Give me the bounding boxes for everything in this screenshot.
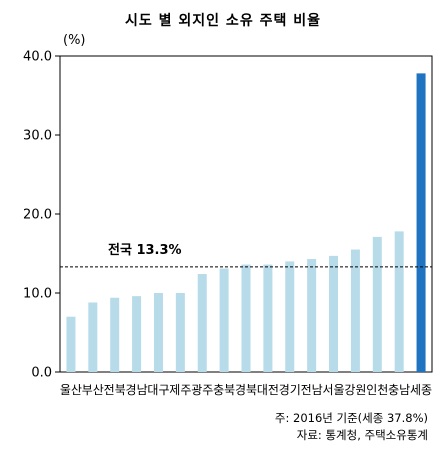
bar-대전 <box>263 264 273 372</box>
bar-인천 <box>372 236 382 372</box>
footnote-base-year: 주: 2016년 기준(세종 37.8%) <box>274 411 428 425</box>
x-tick-label: 경남 <box>126 383 148 397</box>
x-tick-label: 부산 <box>82 383 104 397</box>
x-tick-label: 경북 <box>235 383 257 397</box>
x-tick-label: 충남 <box>388 383 410 397</box>
bar-경기 <box>285 261 295 372</box>
bar-경남 <box>132 296 142 372</box>
x-tick-label: 대구 <box>147 383 169 397</box>
x-tick-label: 세종 <box>410 383 432 397</box>
bar-제주 <box>175 293 185 372</box>
bar-강원 <box>350 249 360 372</box>
x-tick-label: 광주 <box>191 383 213 397</box>
bar-전남 <box>307 259 317 372</box>
reference-line-label: 전국 13.3% <box>108 242 182 258</box>
x-tick-label: 충북 <box>213 383 235 397</box>
chart-title: 시도 별 외지인 소유 주택 비율 <box>125 13 321 29</box>
bar-광주 <box>197 274 207 372</box>
bar-경북 <box>241 264 251 372</box>
x-tick-label: 서울 <box>322 383 344 397</box>
y-tick-label: 10.0 <box>23 287 52 302</box>
bar-대구 <box>153 293 163 372</box>
y-axis-unit-label: (%) <box>63 33 86 48</box>
x-tick-label: 대전 <box>257 383 279 397</box>
bar-부산 <box>88 302 98 372</box>
bar-울산 <box>66 316 76 372</box>
bar-전북 <box>110 297 120 372</box>
bar-충북 <box>219 268 229 372</box>
x-tick-label: 경기 <box>279 383 301 397</box>
x-tick-label: 강원 <box>344 383 366 397</box>
x-tick-label: 울산 <box>60 383 82 397</box>
x-tick-label: 전북 <box>104 383 126 397</box>
bar-서울 <box>329 255 339 372</box>
y-tick-label: 40.0 <box>23 50 52 65</box>
x-tick-label: 제주 <box>169 383 191 397</box>
x-tick-label: 전남 <box>301 383 323 397</box>
y-tick-label: 20.0 <box>23 208 52 223</box>
bar-세종 <box>416 73 426 372</box>
footnote-source: 자료: 통계청, 주택소유통계 <box>296 428 428 442</box>
y-tick-label: 0.0 <box>31 366 52 381</box>
x-tick-label: 인천 <box>366 382 388 397</box>
y-tick-label: 30.0 <box>23 129 52 144</box>
bar-충남 <box>394 231 404 372</box>
